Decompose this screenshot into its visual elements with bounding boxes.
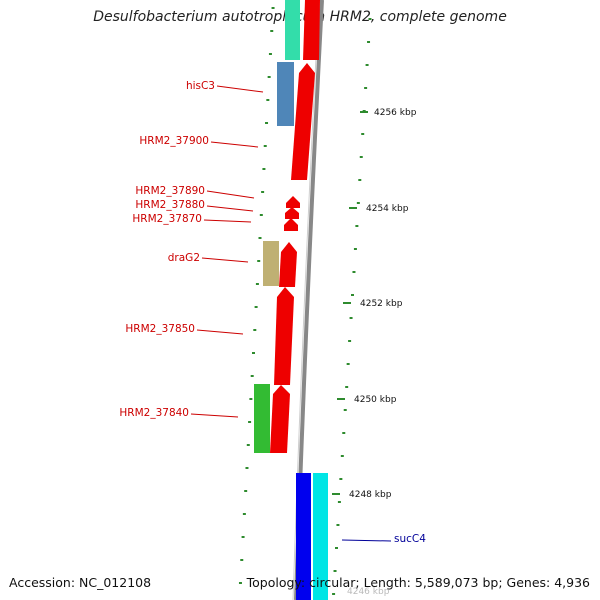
feature-red-top[interactable] (303, 0, 320, 60)
feature-hrm2-37900[interactable] (291, 63, 315, 180)
svg-text:HRM2_37870: HRM2_37870 (132, 213, 202, 225)
gene-label-hisc3[interactable]: hisC3 (186, 80, 264, 93)
gene-label-hrm2-37880[interactable]: HRM2_37880 (135, 199, 254, 212)
svg-text:HRM2_37840: HRM2_37840 (119, 407, 189, 419)
scale-label-4254: 4254 kbp (366, 204, 409, 214)
svg-text:HRM2_37900: HRM2_37900 (139, 135, 209, 147)
svg-text:sucC4: sucC4 (394, 533, 426, 545)
svg-text:HRM2_37880: HRM2_37880 (135, 199, 205, 211)
scale-label-4246: 4246 kbp (347, 587, 390, 597)
feature-hrm2-37850[interactable] (274, 287, 294, 385)
svg-text:HRM2_37850: HRM2_37850 (125, 323, 195, 335)
gene-label-drag2[interactable]: draG2 (168, 252, 249, 264)
gene-label-hrm2-37870[interactable]: HRM2_37870 (132, 213, 252, 225)
gene-label-hrm2-37890[interactable]: HRM2_37890 (135, 185, 255, 199)
feature-green-top[interactable] (285, 0, 300, 60)
gene-label-succ4[interactable]: sucC4 (341, 533, 426, 545)
feature-hisc3-blue[interactable] (277, 62, 294, 126)
accession-text: Accession: NC_012108 (9, 575, 152, 590)
gc-skew-ticks-left (238, 7, 275, 584)
feature-hrm2-37840-red[interactable] (270, 385, 290, 453)
feature-blue-bottom[interactable] (296, 473, 311, 600)
scale-label-4256: 4256 kbp (374, 108, 417, 118)
feature-hrm2-37840-green[interactable] (254, 384, 270, 453)
gene-label-hrm2-37850[interactable]: HRM2_37850 (125, 323, 244, 335)
feature-hrm2-37870[interactable] (284, 218, 298, 231)
svg-text:HRM2_37890: HRM2_37890 (135, 185, 205, 197)
svg-text:draG2: draG2 (168, 252, 200, 264)
feature-hrm2-37890[interactable] (286, 196, 300, 208)
feature-drag2-red[interactable] (279, 242, 297, 287)
genome-backbone-inner (292, 0, 320, 600)
scale-label-4250: 4250 kbp (354, 395, 397, 405)
scale-label-4248: 4248 kbp (349, 490, 392, 500)
feature-succ4-cyan[interactable] (313, 473, 328, 600)
gene-label-hrm2-37900[interactable]: HRM2_37900 (139, 135, 259, 148)
scale-label-4252: 4252 kbp (360, 299, 403, 309)
feature-drag2-tan[interactable] (263, 241, 279, 286)
gene-label-text: hisC3 (186, 80, 215, 92)
topology-text: Topology: circular; Length: 5,589,073 bp… (246, 575, 590, 590)
gene-label-hrm2-37840[interactable]: HRM2_37840 (119, 407, 239, 419)
feature-hrm2-37880[interactable] (285, 207, 299, 219)
